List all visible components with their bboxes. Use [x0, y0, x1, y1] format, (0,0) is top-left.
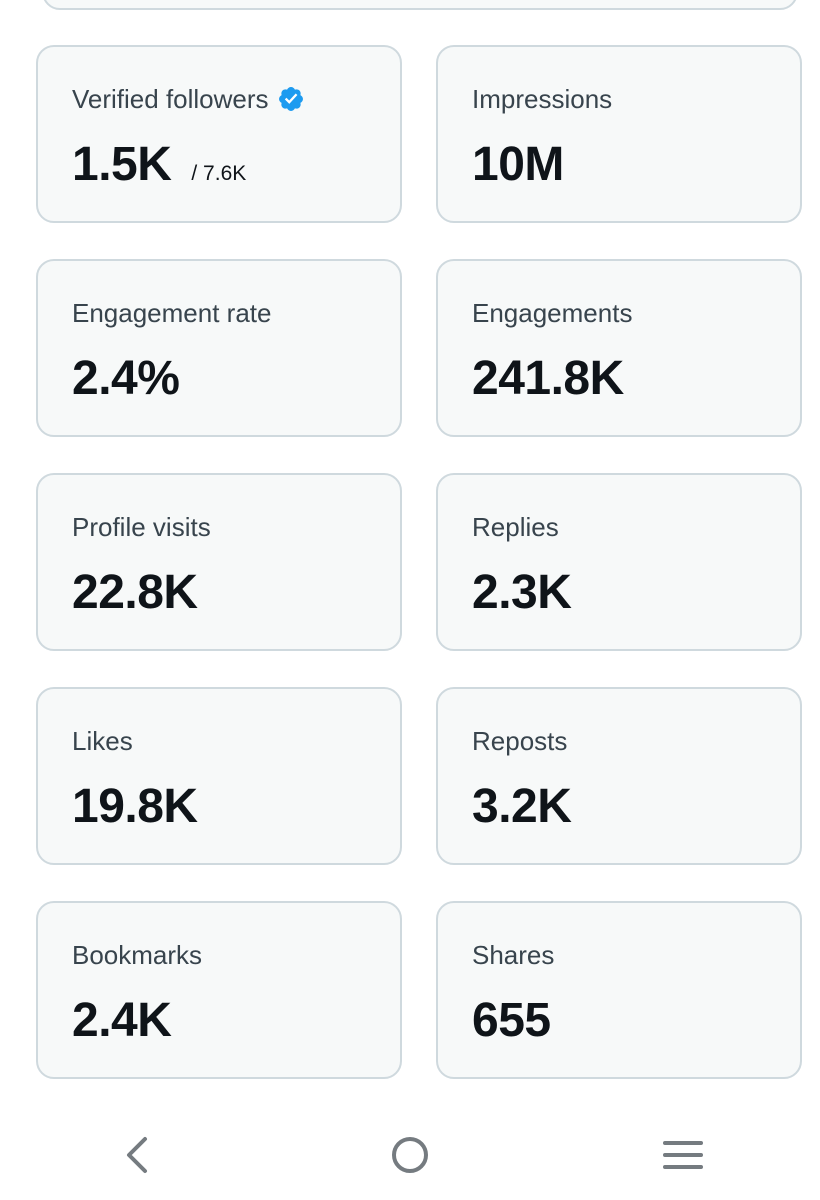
- stat-label: Likes: [72, 726, 133, 756]
- stat-value: 655: [472, 994, 551, 1047]
- stat-card-reposts[interactable]: Reposts 3.2K: [436, 687, 802, 865]
- stat-label: Impressions: [472, 84, 613, 114]
- home-button[interactable]: [380, 1125, 440, 1185]
- stat-label: Engagements: [472, 298, 633, 328]
- stat-label: Verified followers: [72, 84, 269, 114]
- stat-card-engagement-rate[interactable]: Engagement rate 2.4%: [36, 259, 402, 437]
- stat-label: Engagement rate: [72, 298, 272, 328]
- stat-label: Profile visits: [72, 512, 211, 542]
- stat-card-replies[interactable]: Replies 2.3K: [436, 473, 802, 651]
- stat-value: 1.5K: [72, 138, 172, 191]
- recents-menu-button[interactable]: [653, 1125, 713, 1185]
- system-navigation-bar: [0, 1110, 820, 1200]
- stat-value: 3.2K: [472, 780, 572, 833]
- stat-value: 10M: [472, 138, 564, 191]
- stat-card-engagements[interactable]: Engagements 241.8K: [436, 259, 802, 437]
- stat-label: Bookmarks: [72, 940, 203, 970]
- stat-card-verified-followers[interactable]: Verified followers 1.5K / 7.6K: [36, 45, 402, 223]
- stat-value: 2.4%: [72, 352, 180, 405]
- stat-card-shares[interactable]: Shares 655: [436, 901, 802, 1079]
- stat-value: 2.3K: [472, 566, 572, 619]
- back-button[interactable]: [107, 1125, 167, 1185]
- back-chevron-icon: [126, 1137, 147, 1173]
- menu-lines-icon: [663, 1141, 704, 1169]
- stat-label: Reposts: [472, 726, 568, 756]
- stat-value: 22.8K: [72, 566, 198, 619]
- verified-badge-icon: [278, 87, 303, 111]
- stat-card-profile-visits[interactable]: Profile visits 22.8K: [36, 473, 402, 651]
- stat-label: Replies: [472, 512, 559, 542]
- home-circle-icon: [391, 1137, 428, 1173]
- previous-card-edge: [42, 0, 798, 10]
- stat-card-impressions[interactable]: Impressions 10M: [436, 45, 802, 223]
- stat-total: / 7.6K: [191, 162, 247, 185]
- stat-card-likes[interactable]: Likes 19.8K: [36, 687, 402, 865]
- stat-value: 2.4K: [72, 994, 172, 1047]
- analytics-grid: Verified followers 1.5K / 7.6K Impressio…: [36, 45, 802, 1079]
- stat-value: 19.8K: [72, 780, 198, 833]
- stat-label: Shares: [472, 940, 555, 970]
- stat-value: 241.8K: [472, 352, 624, 405]
- stat-card-bookmarks[interactable]: Bookmarks 2.4K: [36, 901, 402, 1079]
